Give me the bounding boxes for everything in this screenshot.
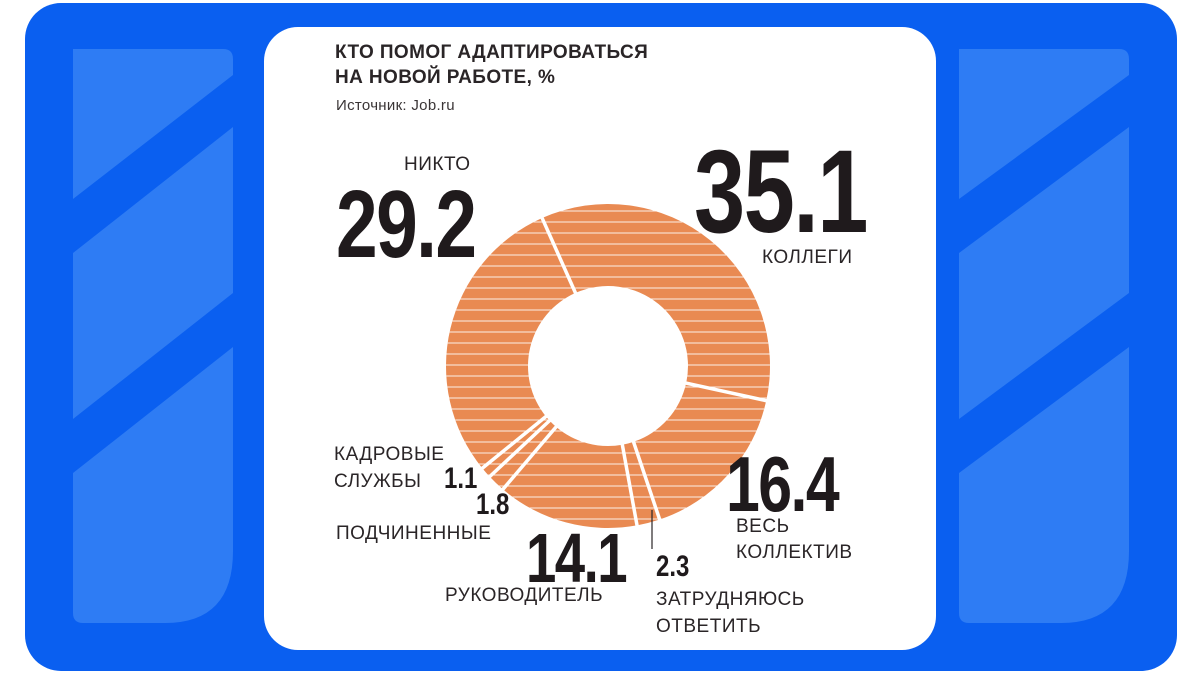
donut-slice-5 — [489, 420, 557, 490]
donut-slice-3 — [622, 441, 660, 526]
label-zatrudnyayus-line-2: ОТВЕТИТЬ — [656, 616, 762, 637]
label-podchinennye: ПОДЧИНЕННЫЕ — [336, 523, 492, 544]
infographic-card: КТО ПОМОГ АДАПТИРОВАТЬСЯ НА НОВОЙ РАБОТЕ… — [264, 27, 936, 650]
frame-decor-shapes — [73, 49, 1129, 623]
slice-gap-1 — [539, 215, 578, 296]
donut-chart — [446, 204, 771, 549]
decor-shape-right-2 — [959, 127, 1129, 419]
slice-gap-2 — [683, 380, 769, 403]
value-ves-kollektiv: 16.4 — [726, 440, 840, 528]
label-kollegi: КОЛЛЕГИ — [762, 247, 853, 268]
label-nikto: НИКТО — [404, 154, 471, 175]
label-kadrovye-line-2: СЛУЖБЫ — [334, 471, 422, 492]
value-kollegi: 35.1 — [694, 126, 868, 258]
label-kadrovye-line-1: КАДРОВЫЕ — [334, 444, 445, 465]
donut-slice-2 — [633, 383, 767, 520]
value-podchinennye: 1.8 — [476, 488, 510, 521]
value-rukovoditel: 14.1 — [526, 519, 628, 597]
slice-gap-3 — [631, 439, 662, 522]
value-zatrudnyayus: 2.3 — [656, 550, 690, 583]
label-ves-kollektiv-line-2: КОЛЛЕКТИВ — [736, 542, 853, 563]
chart-title: КТО ПОМОГ АДАПТИРОВАТЬСЯ НА НОВОЙ РАБОТЕ… — [335, 40, 648, 90]
decor-shape-right-3 — [959, 347, 1129, 623]
donut-slice-1 — [542, 204, 770, 401]
decor-shape-left-1 — [73, 49, 233, 199]
decor-shape-left-2 — [73, 127, 233, 419]
donut-slice-gaps — [479, 215, 769, 528]
label-rukovoditel: РУКОВОДИТЕЛЬ — [445, 585, 604, 606]
decor-shape-left-3 — [73, 347, 233, 623]
chart-title-line-1: КТО ПОМОГ АДАПТИРОВАТЬСЯ — [335, 42, 649, 63]
donut-slices — [446, 204, 770, 528]
donut-slice-6 — [482, 416, 550, 477]
value-kadrovye: 1.1 — [444, 462, 478, 495]
slice-gap-4 — [620, 442, 640, 528]
chart-source: Источник: Job.ru — [336, 97, 455, 114]
slice-gap-5 — [500, 424, 559, 492]
decor-shape-right-1 — [959, 49, 1129, 199]
label-ves-kollektiv-line-1: ВЕСЬ — [736, 516, 790, 537]
label-zatrudnyayus-line-1: ЗАТРУДНЯЮСЬ — [656, 589, 805, 610]
chart-title-line-2: НА НОВОЙ РАБОТЕ, % — [335, 67, 556, 88]
value-nikto: 29.2 — [336, 171, 477, 278]
slice-gap-7 — [479, 413, 549, 471]
slice-gap-6 — [487, 417, 553, 480]
